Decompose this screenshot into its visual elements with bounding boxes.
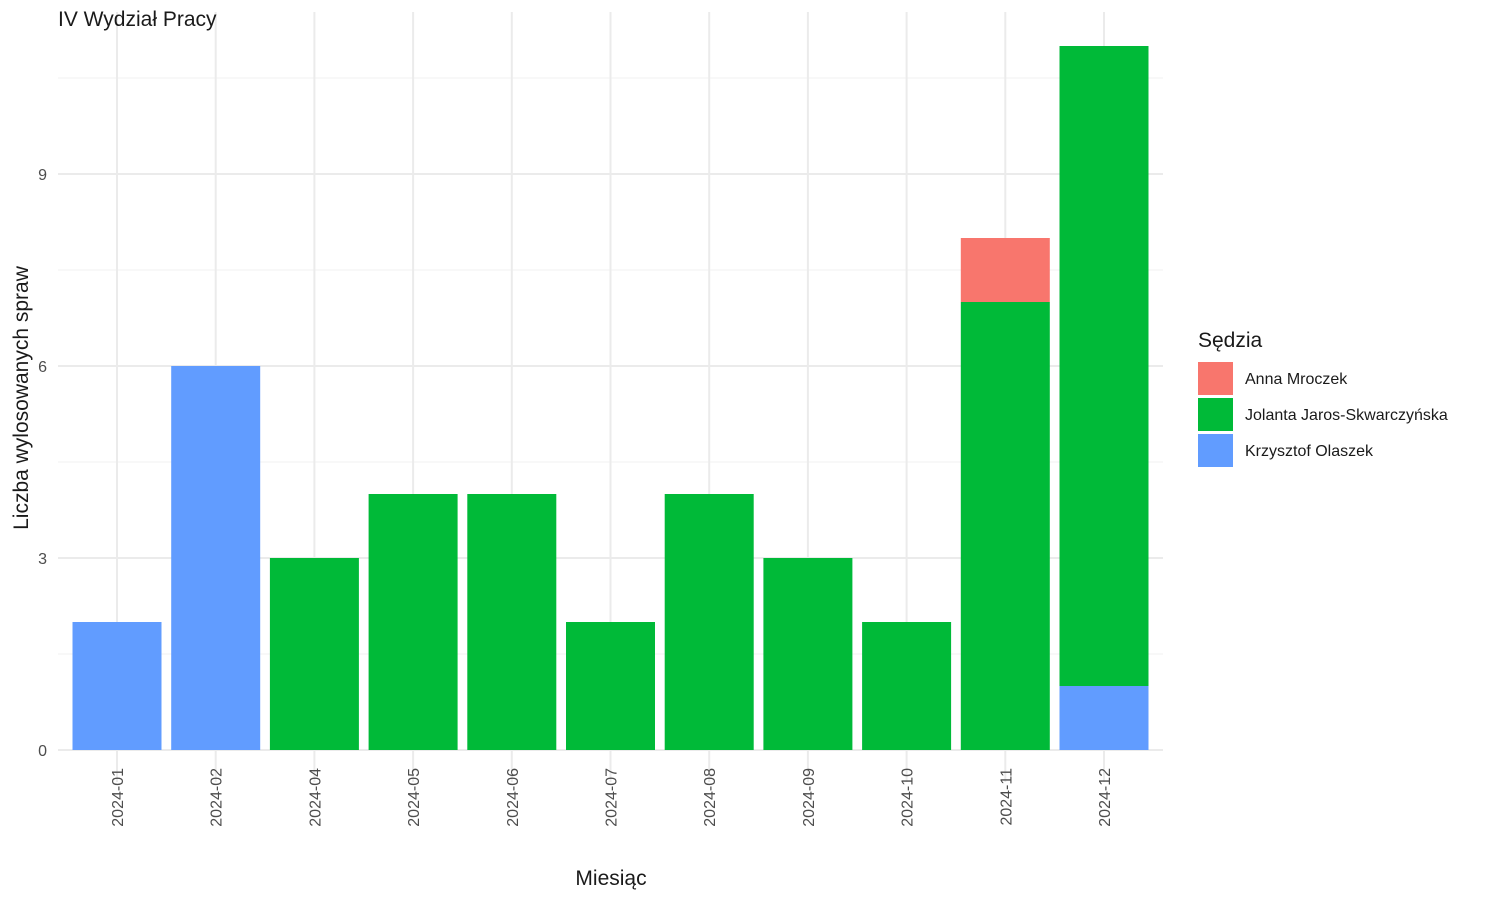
bar-segment	[269, 558, 359, 750]
x-tick-labels: 2024-01 2024-02 2024-04 2024-05 2024-06 2024-…	[110, 768, 1114, 827]
legend-label: Jolanta Jaros-Skwarczyńska	[1245, 407, 1448, 424]
x-tick-label: 2024-10	[900, 768, 917, 827]
y-tick-label: 6	[38, 359, 47, 376]
y-tick-labels: 0 3 6 9	[38, 167, 47, 760]
bar-segment	[1059, 46, 1149, 686]
y-tick-label: 9	[38, 167, 47, 184]
bar-segment	[862, 622, 952, 750]
bar-segment	[664, 494, 754, 750]
legend-title: Sędzia	[1198, 329, 1263, 352]
legend-label: Krzysztof Olaszek	[1245, 443, 1374, 460]
bar-segment	[960, 302, 1050, 750]
bar-segment	[960, 238, 1050, 302]
x-tick-label: 2024-09	[801, 768, 818, 827]
bar-segment	[763, 558, 853, 750]
legend-swatch	[1198, 398, 1233, 431]
chart-title: IV Wydział Pracy	[58, 8, 217, 31]
y-tick-label: 0	[38, 743, 47, 760]
bars-layer	[72, 46, 1149, 750]
x-tick-label: 2024-06	[505, 768, 522, 827]
y-tick-label: 3	[38, 551, 47, 568]
bar-segment	[467, 494, 557, 750]
x-tick-label: 2024-12	[1097, 768, 1114, 827]
bar-segment	[368, 494, 458, 750]
y-axis-title: Liczba wylosowanych spraw	[10, 265, 33, 530]
x-tick-label: 2024-08	[702, 768, 719, 827]
x-tick-label: 2024-02	[209, 768, 226, 827]
x-tick-label: 2024-04	[307, 768, 324, 827]
x-axis-title: Miesiąc	[575, 867, 646, 890]
x-tick-label: 2024-05	[406, 768, 423, 827]
bar-segment	[72, 622, 162, 750]
legend-swatch	[1198, 434, 1233, 467]
legend-swatch	[1198, 362, 1233, 395]
bar-segment	[171, 366, 261, 750]
x-tick-label: 2024-01	[110, 768, 127, 827]
legend: Sędzia Anna Mroczek Jolanta Jaros-Skwarcz…	[1198, 329, 1448, 467]
bar-segment	[1059, 686, 1149, 750]
bar-segment	[566, 622, 655, 750]
legend-label: Anna Mroczek	[1245, 371, 1348, 388]
x-tick-label: 2024-07	[604, 768, 621, 827]
x-tick-label: 2024-11	[998, 768, 1015, 826]
